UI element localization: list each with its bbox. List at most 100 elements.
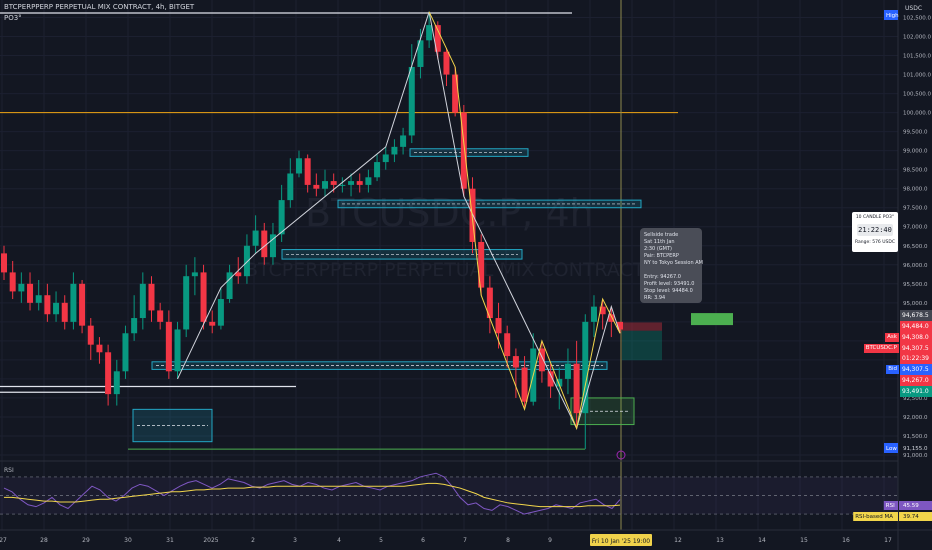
high-tag-label: High bbox=[886, 13, 899, 19]
candle-body bbox=[105, 352, 112, 395]
rsi-value-bg bbox=[899, 501, 932, 510]
session-block bbox=[691, 313, 733, 326]
price-tick: 92,000.0 bbox=[903, 415, 928, 421]
candle-body bbox=[9, 272, 16, 292]
rsi-tag: RSI bbox=[886, 503, 895, 509]
candle-body bbox=[478, 241, 485, 288]
price-tick: 102,000.0 bbox=[903, 35, 931, 41]
price-tick: 95,500.0 bbox=[903, 282, 928, 288]
candle-body bbox=[382, 154, 389, 163]
time-cursor-label: Fri 10 Jan '25 19:00 bbox=[592, 538, 650, 545]
candle-body bbox=[183, 276, 190, 330]
rsi-tag-bg bbox=[883, 501, 898, 510]
candle-body bbox=[408, 66, 415, 136]
candle-body bbox=[287, 173, 294, 201]
price-tick: 100,500.0 bbox=[903, 92, 931, 98]
time-tick: 2 bbox=[251, 537, 255, 544]
watermark: BTCUSDC.P, 4h BTCPERPPERP PERPETUAL MIX … bbox=[245, 191, 645, 281]
candle-body bbox=[165, 321, 172, 372]
rsi-value: 39.74 bbox=[903, 514, 919, 520]
time-tick: 17 bbox=[884, 537, 892, 544]
price-tick: 97,000.0 bbox=[903, 225, 928, 231]
time-tick: 4 bbox=[337, 537, 341, 544]
price-tick: 97,500.0 bbox=[903, 206, 928, 212]
price-label-tag: Bid bbox=[886, 365, 899, 374]
time-tick: 13 bbox=[716, 537, 724, 544]
candle-card: 10 CANDLE PO3° 21:22:40 Range: 576 USDC bbox=[852, 212, 898, 252]
candle-card-clock: 21:22:40 bbox=[857, 224, 893, 236]
candle-body bbox=[243, 245, 250, 277]
candle-body bbox=[79, 283, 86, 326]
high-tag bbox=[884, 10, 898, 20]
price-label: 93,491.0 bbox=[900, 386, 932, 397]
tooltip-line: NY to Tokyo Session AM bbox=[644, 260, 703, 266]
price-label: 94,267.0 bbox=[900, 375, 932, 386]
price-tick: 98,500.0 bbox=[903, 168, 928, 174]
candle-body bbox=[608, 314, 615, 322]
candle-body bbox=[391, 146, 398, 155]
candle-body bbox=[209, 321, 216, 326]
price-tick: 98,000.0 bbox=[903, 187, 928, 193]
rsi-label: RSI bbox=[4, 467, 14, 474]
tooltip-line: Entry: 94267.0 bbox=[644, 274, 681, 280]
price-tick: 101,500.0 bbox=[903, 54, 931, 60]
low-tag bbox=[884, 443, 898, 453]
price-label: 94,307.5 bbox=[900, 364, 932, 375]
event-marker bbox=[616, 450, 626, 460]
tooltip-line: Pair: BTCPERP bbox=[644, 253, 679, 259]
candle-body bbox=[235, 272, 242, 277]
swing-lines bbox=[177, 11, 626, 460]
tooltip-line: 2:30 (GMT) bbox=[644, 246, 672, 252]
candle-body bbox=[226, 272, 233, 300]
candle-body bbox=[521, 367, 528, 402]
candle-body bbox=[330, 181, 337, 185]
time-tick: 7 bbox=[463, 537, 467, 544]
rsi-tag-bg bbox=[853, 512, 898, 521]
candle-body bbox=[443, 51, 450, 75]
time-cursor-tag bbox=[590, 534, 652, 546]
price-label-tag: Ask bbox=[885, 333, 899, 342]
time-tick: 3 bbox=[293, 537, 297, 544]
candle-body bbox=[269, 234, 276, 258]
price-tick: 96,500.0 bbox=[903, 244, 928, 250]
candle-body bbox=[538, 348, 545, 372]
trade-tooltip: Sellside trade Sat 11th Jan 2:30 (GMT) Pair… bbox=[640, 228, 703, 303]
grid bbox=[0, 0, 898, 530]
candle-body bbox=[573, 363, 580, 414]
price-axis-bg bbox=[898, 0, 932, 550]
price-tick: 91,000.0 bbox=[903, 453, 928, 459]
candles bbox=[1, 11, 623, 450]
candle-body bbox=[504, 333, 511, 357]
candle-body bbox=[139, 283, 146, 319]
candle-body bbox=[486, 287, 493, 319]
candle-body bbox=[87, 325, 94, 345]
rsi-ma-line bbox=[4, 482, 621, 508]
time-tick: 2025 bbox=[203, 537, 218, 544]
symbol-header: BTCPERPPERP PERPETUAL MIX CONTRACT, 4h, … bbox=[4, 3, 195, 11]
candle-body bbox=[217, 299, 224, 326]
price-tick: 96,000.0 bbox=[903, 263, 928, 269]
candle-body bbox=[556, 378, 563, 387]
candle-body bbox=[400, 135, 407, 147]
candle-body bbox=[512, 356, 519, 368]
candle-body bbox=[278, 200, 285, 235]
candle-body bbox=[1, 253, 7, 273]
time-tick: 12 bbox=[674, 537, 682, 544]
candle-body bbox=[339, 184, 346, 186]
price-tick: 99,000.0 bbox=[903, 149, 928, 155]
candle-body bbox=[452, 74, 459, 113]
price-label: 94,678.5 bbox=[900, 310, 932, 321]
candle-body bbox=[27, 283, 34, 303]
candle-body bbox=[434, 25, 441, 52]
time-tick: 9 bbox=[548, 537, 552, 544]
candle-body bbox=[460, 112, 467, 189]
tooltip-line: Profit level: 93491.0 bbox=[644, 281, 695, 287]
price-tick: 102,500.0 bbox=[903, 16, 931, 22]
price-label: 94,484.0 bbox=[900, 321, 932, 332]
price-tick: 91,500.0 bbox=[903, 434, 928, 440]
profit-zone bbox=[622, 330, 662, 361]
price-tick: 95,000.0 bbox=[903, 301, 928, 307]
price-tick: 101,000.0 bbox=[903, 73, 931, 79]
price-tick: 92,500.0 bbox=[903, 396, 928, 402]
